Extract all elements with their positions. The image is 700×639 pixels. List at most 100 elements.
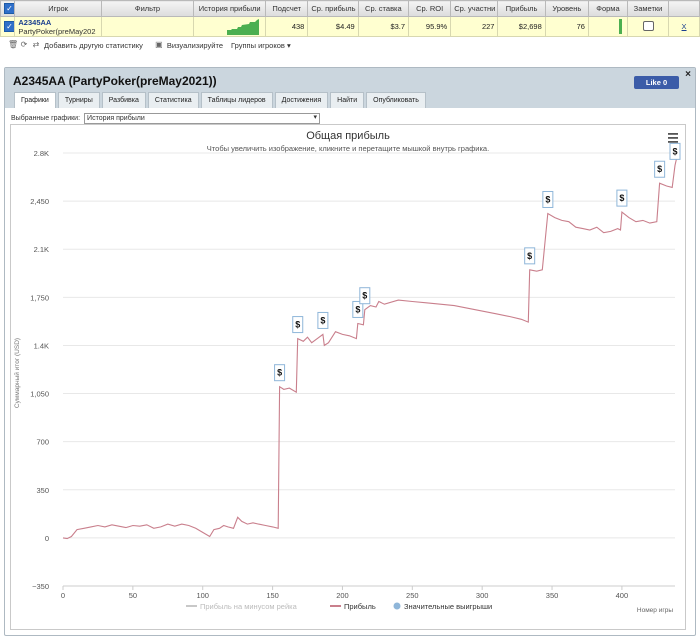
visualize-link[interactable]: Визуализируйте	[166, 40, 223, 50]
col-header-profit[interactable]: Прибыль	[497, 0, 546, 17]
col-header-avg-entrants[interactable]: Ср. участни	[450, 0, 499, 17]
big-win-marker[interactable]: $	[352, 300, 364, 318]
legend-item-big-wins[interactable]: Значительные выигрыши	[404, 602, 492, 611]
big-win-marker[interactable]: $	[669, 142, 681, 160]
chart-icon[interactable]: ▣	[155, 40, 163, 49]
add-stat-link[interactable]: Добавить другую статистику	[44, 40, 143, 50]
big-win-marker[interactable]: $	[359, 287, 371, 305]
y-tick-label: 350	[36, 486, 49, 495]
svg-text:$: $	[619, 193, 624, 203]
table-header-row: ✓ Игрок Фильтр История прибыли Подсчет С…	[0, 0, 700, 17]
svg-text:$: $	[672, 146, 677, 156]
y-tick-label: 0	[45, 534, 49, 543]
table-toolbar: 🗑 ⟳ ⇄ Добавить другую статистику ▣ Визуа…	[8, 39, 291, 51]
x-tick-label: 250	[406, 591, 419, 600]
col-header-avg-roi[interactable]: Ср. ROI	[408, 0, 452, 17]
player-groups-menu[interactable]: Группы игроков ▾	[231, 40, 291, 50]
col-header-level[interactable]: Уровень	[544, 0, 589, 17]
profit-history-sparkline	[193, 16, 267, 37]
svg-text:$: $	[545, 194, 550, 204]
big-win-marker[interactable]: $	[292, 316, 304, 334]
big-win-marker[interactable]: $	[654, 160, 666, 178]
remove-row-link[interactable]: X	[681, 22, 687, 31]
avg-entrants-cell: 227	[450, 16, 499, 37]
notes-cell[interactable]	[626, 16, 670, 37]
y-tick-label: 1.4K	[34, 341, 49, 350]
big-win-marker[interactable]: $	[274, 364, 286, 382]
profit-chart-svg[interactable]: Общая прибыль Чтобы увеличить изображени…	[11, 125, 685, 629]
big-win-marker[interactable]: $	[542, 190, 554, 208]
col-header-avg-profit[interactable]: Ср. прибыль	[307, 0, 359, 17]
svg-text:$: $	[355, 304, 360, 314]
col-header-avg-stake[interactable]: Ср. ставка	[357, 0, 410, 17]
row-checkbox[interactable]: ✓	[0, 16, 16, 37]
player-cell[interactable]: A2345AA PartyPoker(preMay202	[14, 16, 102, 37]
tab-achievements[interactable]: Достижения	[274, 92, 329, 108]
remove-cell[interactable]: X	[668, 16, 700, 37]
table-row[interactable]: ✓ A2345AA PartyPoker(preMay202 438 $4.49…	[0, 16, 700, 37]
x-tick-label: 0	[61, 591, 65, 600]
col-header-count[interactable]: Подсчет	[265, 0, 309, 17]
count-cell: 438	[265, 16, 309, 37]
y-tick-label: −350	[32, 582, 49, 591]
tab-tournaments[interactable]: Турниры	[57, 92, 100, 108]
svg-text:$: $	[295, 320, 300, 330]
chart-selector-row: Выбранные графики: История прибыли	[11, 113, 321, 124]
tab-find[interactable]: Найти	[330, 92, 365, 108]
select-all-checkbox[interactable]: ✓	[0, 0, 16, 17]
x-tick-label: 350	[546, 591, 559, 600]
legend-item-rake[interactable]: Прибыль на минусом рейка	[200, 602, 298, 611]
chart-menu-icon[interactable]	[668, 133, 678, 143]
col-header-notes[interactable]: Заметки	[626, 0, 670, 17]
x-tick-label: 100	[196, 591, 209, 600]
chart-subtitle: Чтобы увеличить изображение, кликните и …	[207, 144, 489, 153]
add-stat-icon[interactable]: ⇄	[32, 40, 40, 49]
y-tick-label: 1,050	[30, 390, 49, 399]
x-axis-label: Номер игры	[637, 607, 673, 614]
big-win-marker[interactable]: $	[524, 247, 536, 265]
series-line-profit[interactable]	[62, 152, 679, 540]
form-bar	[618, 19, 622, 34]
col-header-filter[interactable]: Фильтр	[100, 0, 195, 17]
panel-header: A2345AA (PartyPoker(preMay2021)) Like 0 …	[5, 68, 695, 108]
close-icon[interactable]: ×	[685, 69, 691, 80]
x-tick-label: 400	[616, 591, 629, 600]
x-tick-label: 300	[476, 591, 489, 600]
x-tick-label: 200	[336, 591, 349, 600]
col-header-profit-history[interactable]: История прибыли	[193, 0, 267, 17]
big-win-marker[interactable]: $	[317, 311, 329, 329]
tab-leaderboards[interactable]: Таблицы лидеров	[200, 92, 273, 108]
tab-publish[interactable]: Опубликовать	[366, 92, 426, 108]
player-name[interactable]: A2345AA	[18, 17, 52, 27]
form-cell	[587, 16, 628, 37]
y-tick-label: 2.8K	[34, 149, 49, 158]
legend-item-profit[interactable]: Прибыль	[344, 602, 376, 611]
notes-icon[interactable]	[642, 20, 654, 31]
player-groups-label: Группы игроков	[231, 40, 285, 50]
svg-text:$: $	[657, 164, 662, 174]
avg-profit-cell: $4.49	[307, 16, 359, 37]
svg-text:$: $	[362, 291, 367, 301]
refresh-icon[interactable]: ⟳	[20, 40, 28, 49]
y-tick-label: 1,750	[30, 293, 49, 302]
chart-selector-dropdown[interactable]: История прибыли	[84, 113, 321, 124]
tab-breakdown[interactable]: Разбивка	[101, 92, 146, 108]
profit-cell: $2,698	[497, 16, 546, 37]
trash-icon[interactable]: 🗑	[8, 40, 19, 49]
big-win-marker[interactable]: $	[616, 189, 628, 207]
facebook-like-button[interactable]: Like 0	[634, 76, 679, 89]
y-axis-label: Суммарный итог (USD)	[13, 338, 21, 408]
panel-title: A2345AA (PartyPoker(preMay2021))	[13, 74, 217, 88]
col-header-form[interactable]: Форма	[587, 0, 628, 17]
chart-legend: Прибыль на минусом рейка Прибыль Значите…	[186, 602, 492, 611]
level-cell: 76	[544, 16, 589, 37]
y-tick-label: 2,450	[30, 197, 49, 206]
player-site: PartyPoker(preMay202	[18, 26, 96, 36]
filter-cell[interactable]	[100, 16, 195, 37]
panel-tabs: Графики Турниры Разбивка Статистика Табл…	[14, 92, 426, 108]
profit-chart[interactable]: Общая прибыль Чтобы увеличить изображени…	[10, 124, 686, 630]
col-header-player[interactable]: Игрок	[14, 0, 102, 17]
stats-table: ✓ Игрок Фильтр История прибыли Подсчет С…	[0, 0, 700, 37]
tab-statistics[interactable]: Статистика	[147, 92, 199, 108]
tab-charts[interactable]: Графики	[14, 92, 56, 108]
